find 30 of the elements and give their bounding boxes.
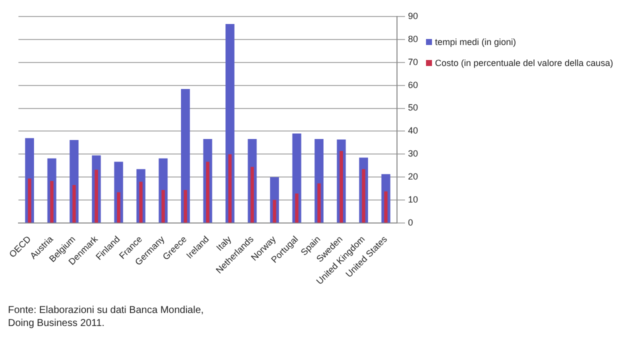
bar bbox=[28, 178, 32, 223]
bar bbox=[362, 169, 366, 223]
bar bbox=[180, 88, 190, 223]
y-tick-label: 20 bbox=[408, 172, 418, 182]
bar bbox=[162, 190, 165, 223]
text: Doing Business 2011. bbox=[8, 317, 106, 330]
bar bbox=[384, 191, 388, 223]
y-tick-label: 10 bbox=[408, 194, 418, 205]
y-tick-label: 0 bbox=[408, 218, 414, 228]
y-tick-label: 30 bbox=[408, 148, 418, 159]
bar bbox=[94, 170, 98, 223]
bar bbox=[228, 154, 232, 223]
y-tick-label: 90 bbox=[408, 10, 418, 21]
legend-label: Costo (in percentuale del valore della causa) bbox=[435, 57, 614, 69]
y-tick-label: 70 bbox=[408, 56, 418, 67]
bar bbox=[116, 192, 120, 223]
bar bbox=[206, 162, 210, 223]
y-tick-label: 50 bbox=[408, 102, 418, 113]
y-tick-label: 40 bbox=[408, 126, 418, 136]
bar bbox=[250, 166, 254, 223]
bar bbox=[139, 182, 143, 223]
y-tick-label: 80 bbox=[408, 34, 418, 44]
y-tick-label: 60 bbox=[408, 80, 418, 90]
legend-label: tempi medi (in gioni) bbox=[435, 36, 516, 48]
bar bbox=[184, 190, 188, 223]
bar bbox=[72, 184, 76, 223]
bar bbox=[295, 193, 298, 223]
source-note: Fonte: Elaborazioni su dati Banca Mondiale, bbox=[8, 304, 205, 317]
bar bbox=[340, 150, 343, 223]
bar bbox=[50, 181, 54, 223]
